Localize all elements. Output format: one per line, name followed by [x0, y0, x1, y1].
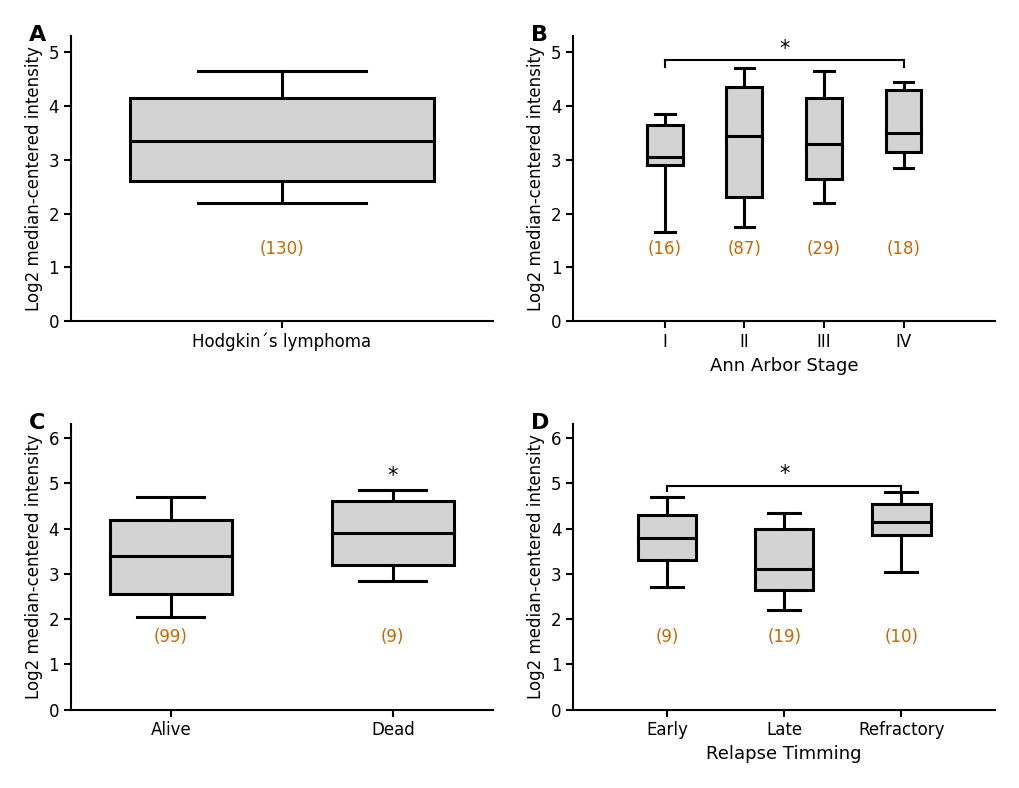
Bar	[637, 515, 696, 560]
Bar	[110, 519, 231, 594]
Text: (87): (87)	[727, 240, 760, 258]
Bar	[871, 504, 929, 535]
Bar	[754, 529, 813, 589]
Text: (18): (18)	[886, 240, 919, 258]
Bar	[884, 90, 920, 152]
Text: (16): (16)	[647, 240, 681, 258]
Text: (29): (29)	[806, 240, 840, 258]
X-axis label: Ann Arbor Stage: Ann Arbor Stage	[709, 356, 858, 374]
Text: (9): (9)	[381, 628, 405, 646]
Bar	[331, 501, 453, 565]
Y-axis label: Log2 median-centered intensity: Log2 median-centered intensity	[25, 46, 43, 311]
Text: *: *	[779, 464, 789, 484]
Text: (19): (19)	[766, 628, 800, 646]
Y-axis label: Log2 median-centered intensity: Log2 median-centered intensity	[527, 435, 545, 700]
Bar	[726, 87, 761, 198]
X-axis label: Relapse Timming: Relapse Timming	[706, 745, 861, 763]
Text: (10): (10)	[883, 628, 917, 646]
Text: B: B	[531, 24, 547, 45]
Y-axis label: Log2 median-centered intensity: Log2 median-centered intensity	[25, 435, 43, 700]
Bar	[129, 98, 434, 181]
Bar	[646, 125, 682, 165]
Text: (99): (99)	[154, 628, 187, 646]
Text: *: *	[779, 39, 789, 58]
Text: (9): (9)	[655, 628, 678, 646]
Text: *: *	[387, 466, 397, 486]
Text: (130): (130)	[259, 240, 304, 258]
Text: C: C	[29, 413, 45, 433]
Bar	[805, 98, 841, 179]
Text: D: D	[531, 413, 549, 433]
Y-axis label: Log2 median-centered intensity: Log2 median-centered intensity	[527, 46, 545, 311]
Text: A: A	[29, 24, 46, 45]
